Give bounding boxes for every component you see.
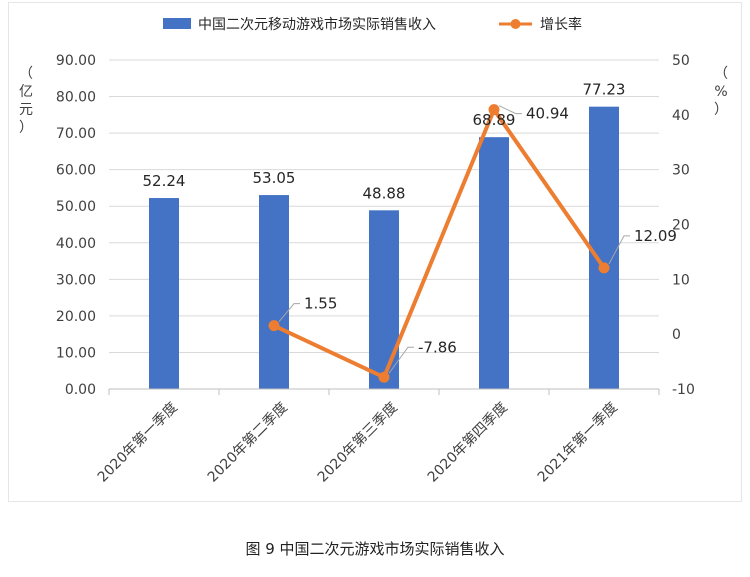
x-category-label: 2020年第三季度 [314,399,401,486]
growth-value-label: 1.55 [304,295,337,313]
gridlines [109,59,659,353]
y-left-axis-title: 元 [19,102,33,118]
y-left-tick-label: 70.00 [56,126,96,142]
growth-line [273,107,606,380]
leader-line [388,346,414,374]
bar-value-label: 68.89 [473,111,516,129]
y-right-axis-title: （ [714,66,728,82]
y-left-tick-label: 90.00 [56,53,96,69]
bar [589,106,619,389]
bar-value-label: 77.23 [583,81,626,99]
legend: 中国二次元移动游戏市场实际销售收入 增长率 [163,16,582,33]
x-category-label: 2020年第一季度 [94,399,181,486]
leader-line [498,105,522,115]
growth-value-label: -7.86 [418,338,457,356]
y-left-axis-title: 亿 [19,84,33,100]
legend-line-marker [510,19,521,29]
y-left-tick-label: 20.00 [56,309,96,325]
chart-frame [8,2,742,502]
bar [149,198,179,389]
growth-value-label: 12.09 [634,227,677,245]
y-right-tick-label: 30 [672,163,690,179]
y-left-tick-label: 60.00 [56,163,96,179]
growth-value-label: 40.94 [526,105,569,123]
data-labels: 52.24 53.05 48.88 68.89 77.23 1.55 -7.86 40.94 1… [143,81,677,374]
bar-value-label: 52.24 [143,172,186,190]
x-category-label: 2020年第四季度 [424,399,511,486]
x-category-label: 2020年第二季度 [204,399,291,486]
bar-series [149,106,619,389]
leader-line [608,235,630,265]
bar-value-label: 53.05 [253,169,296,187]
y-right-tick-label: 0 [672,327,681,343]
y-left-tick-label: 10.00 [56,345,96,361]
y-right-tick-label: 10 [672,272,690,288]
y-left-tick-label: 50.00 [56,199,96,215]
x-category-label: 2021年第一季度 [534,399,621,486]
growth-point [378,371,390,383]
y-left-tick-label: 80.00 [56,90,96,106]
y-right-tick-label: -10 [672,382,695,398]
legend-line-label: 增长率 [540,16,582,33]
y-right-tick-label: 50 [672,53,690,69]
growth-point [488,104,500,116]
y-left-tick-label: 0.00 [65,382,96,398]
figure-caption: 图 9 中国二次元游戏市场实际销售收入 [245,540,505,558]
line-series [268,104,610,383]
bar [259,195,289,389]
y-left-axis-title: （ [19,66,33,82]
bar [479,137,509,389]
bar [369,210,399,389]
growth-point [598,262,610,274]
legend-bar-swatch [163,18,191,29]
y-left-tick-label: 40.00 [56,236,96,252]
y-left-tick-label: 30.00 [56,272,96,288]
y-right-axis-title: ） [714,102,728,118]
y-right-tick-label: 40 [672,108,690,124]
y-right-tick-label: 20 [672,218,690,234]
y-left-axis-title: ） [19,120,33,136]
growth-point [268,320,280,332]
bar-value-label: 48.88 [363,184,406,202]
legend-bar-label: 中国二次元移动游戏市场实际销售收入 [198,16,436,33]
leader-line [278,303,300,322]
y-right-axis-title: % [714,84,727,100]
